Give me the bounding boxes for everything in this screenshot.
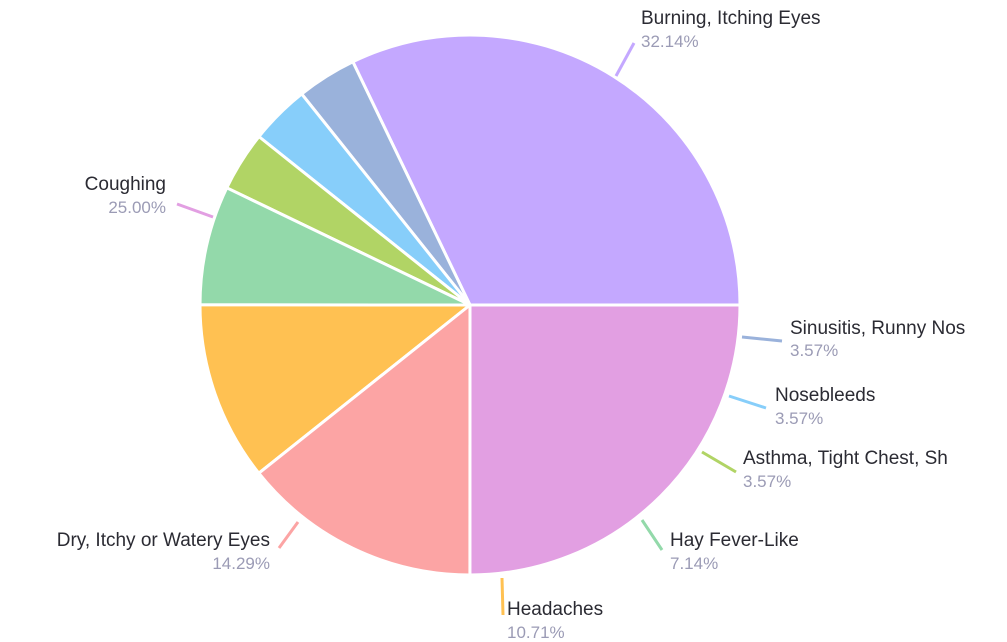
slice-labels: Burning, Itching Eyes 32.14% Sinusitis, Ru… <box>57 8 966 642</box>
pie-slice-hay-fever-like[interactable] <box>198 186 472 307</box>
slice-percent-label: 3.57% <box>790 341 838 360</box>
slice-label: Asthma, Tight Chest, Sh <box>743 448 948 469</box>
slice-percent-label: 32.14% <box>641 32 699 51</box>
leader-line <box>277 521 300 549</box>
slice-percent-label: 7.14% <box>670 554 718 573</box>
pie-slice-coughing[interactable] <box>468 303 742 577</box>
leader-line <box>741 335 783 343</box>
slice-label: Hay Fever-Like <box>670 530 799 551</box>
pie-slice-dry-itchy-or-watery-eyes[interactable] <box>257 303 472 577</box>
pie-slice-headaches[interactable] <box>198 303 472 475</box>
slice-label: Burning, Itching Eyes <box>641 8 821 29</box>
leader-line <box>701 450 737 474</box>
slice-label: Nosebleeds <box>775 385 875 406</box>
slice-percent-label: 14.29% <box>212 554 270 573</box>
leader-line <box>500 577 505 616</box>
leader-line <box>176 202 214 219</box>
slice-label: Coughing <box>85 174 166 195</box>
slice-percent-label: 3.57% <box>743 472 791 491</box>
slice-label: Headaches <box>507 599 603 620</box>
slice-label: Sinusitis, Runny Nos <box>790 318 965 339</box>
leader-lines <box>176 42 783 616</box>
pie-slices <box>198 33 742 577</box>
leader-line <box>728 394 767 410</box>
leader-line <box>640 519 664 551</box>
slice-label: Dry, Itchy or Watery Eyes <box>57 530 270 551</box>
slice-percent-label: 3.57% <box>775 409 823 428</box>
slice-percent-label: 10.71% <box>507 623 565 642</box>
slice-percent-label: 25.00% <box>108 198 166 217</box>
pie-slice-burning-itching-eyes[interactable] <box>351 33 742 307</box>
leader-line <box>614 42 636 77</box>
